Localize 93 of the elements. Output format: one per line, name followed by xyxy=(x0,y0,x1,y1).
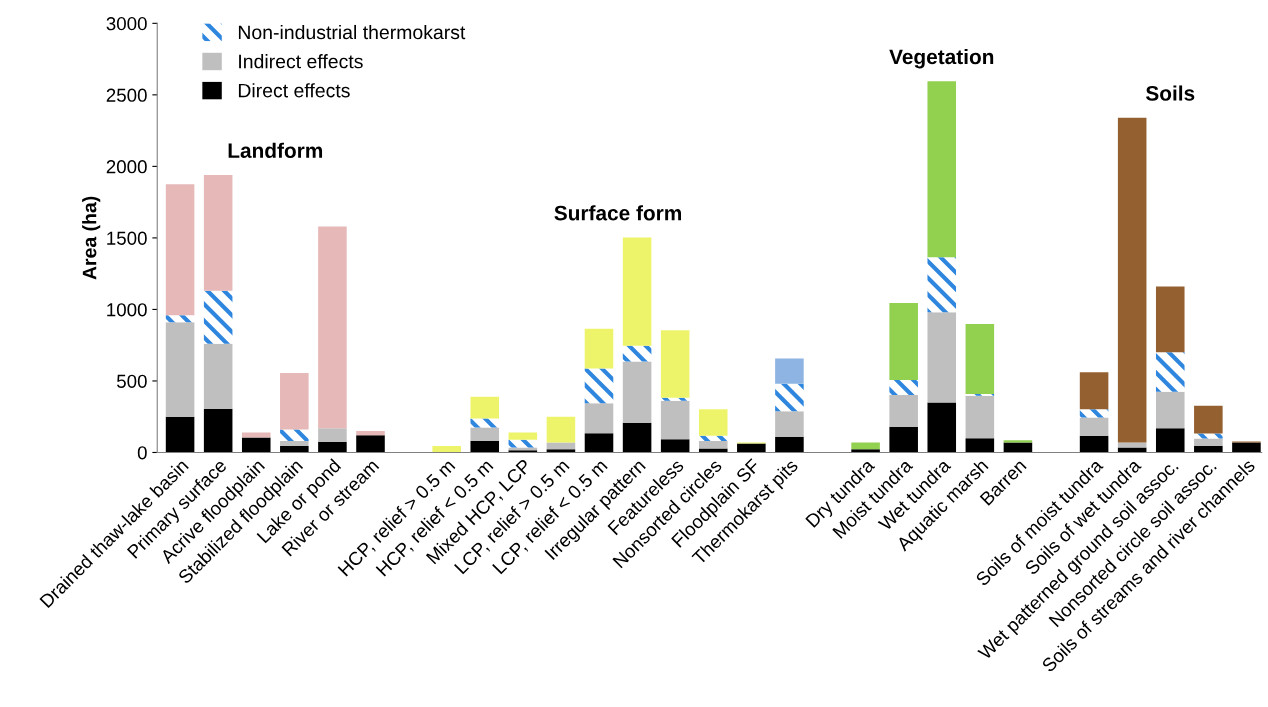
annotation: Vegetation xyxy=(889,48,994,69)
bar xyxy=(775,436,804,453)
bar xyxy=(470,441,500,453)
bar xyxy=(851,442,880,450)
annotation: Surface form xyxy=(554,205,682,221)
bar xyxy=(546,442,576,450)
bar xyxy=(165,184,195,316)
bar xyxy=(280,429,309,442)
bar xyxy=(470,427,500,442)
annotation: Landform xyxy=(228,142,323,158)
bar xyxy=(927,312,957,403)
bar xyxy=(660,439,690,453)
bar xyxy=(165,315,195,323)
bar xyxy=(698,448,728,453)
bar xyxy=(470,396,500,419)
bar xyxy=(203,343,233,409)
bar xyxy=(241,432,271,438)
bar xyxy=(1079,409,1109,418)
bar xyxy=(889,302,918,381)
bar xyxy=(622,422,652,453)
bar xyxy=(775,411,804,437)
bar xyxy=(698,441,728,449)
bar xyxy=(318,428,347,442)
bar xyxy=(280,446,309,453)
bar xyxy=(965,395,995,439)
y-axis-title: Area (ha) xyxy=(82,196,101,280)
bar xyxy=(165,322,195,417)
bar xyxy=(851,449,880,453)
y-tick-label: 1500 xyxy=(107,231,147,245)
bar xyxy=(508,432,538,440)
bar xyxy=(1155,428,1185,453)
bar xyxy=(1194,433,1223,439)
bar xyxy=(1194,445,1223,453)
bar xyxy=(927,81,957,258)
legend-label: Non-industrial thermokarst xyxy=(238,24,466,40)
bar xyxy=(1194,438,1223,446)
bar xyxy=(889,426,918,453)
bar xyxy=(280,373,309,430)
bar xyxy=(775,358,804,384)
bar xyxy=(280,441,309,447)
bar xyxy=(775,383,804,412)
bar xyxy=(889,380,918,396)
bar xyxy=(584,368,614,404)
bar xyxy=(203,408,233,453)
y-tick-label: 3000 xyxy=(106,17,147,31)
bar xyxy=(203,174,233,291)
bar xyxy=(584,403,614,434)
y-tick-label: 2500 xyxy=(106,88,147,102)
bar xyxy=(1232,442,1261,453)
legend-label: Indirect effects xyxy=(239,54,363,69)
y-tick-label: 1000 xyxy=(107,303,147,317)
bar xyxy=(965,438,995,453)
bar xyxy=(660,397,690,401)
bar xyxy=(165,416,195,453)
bar xyxy=(965,324,995,395)
bar xyxy=(1079,372,1109,410)
bar xyxy=(927,402,957,453)
bar xyxy=(584,328,614,369)
bar xyxy=(318,441,347,453)
bar xyxy=(622,345,652,362)
bar xyxy=(698,435,728,442)
bar xyxy=(1155,352,1185,392)
bar xyxy=(546,416,576,443)
bar xyxy=(660,400,690,440)
bar xyxy=(1117,442,1147,448)
bar xyxy=(1155,286,1185,353)
bar xyxy=(660,330,690,398)
bar xyxy=(737,443,766,453)
bar xyxy=(927,257,957,313)
bar xyxy=(241,437,271,453)
y-tick-label: 0 xyxy=(137,446,147,460)
bar xyxy=(1079,417,1109,436)
bar xyxy=(356,435,385,453)
legend-label: Direct effects xyxy=(238,83,350,98)
bar xyxy=(1155,391,1185,429)
bar xyxy=(622,237,652,346)
bar xyxy=(470,418,500,428)
bar xyxy=(203,290,233,344)
bar xyxy=(1117,447,1147,453)
bar xyxy=(1079,435,1109,453)
bar xyxy=(622,361,652,423)
bar xyxy=(889,395,918,427)
bar xyxy=(1003,442,1033,453)
bar xyxy=(1194,405,1223,434)
bar xyxy=(432,446,461,453)
bar xyxy=(1117,117,1147,443)
y-tick-label: 2000 xyxy=(106,160,147,174)
bar xyxy=(318,226,347,429)
bar xyxy=(356,431,385,436)
annotation: Soils xyxy=(1145,85,1195,101)
bar xyxy=(698,409,728,436)
bar xyxy=(584,433,614,453)
y-tick-label: 500 xyxy=(116,374,147,388)
